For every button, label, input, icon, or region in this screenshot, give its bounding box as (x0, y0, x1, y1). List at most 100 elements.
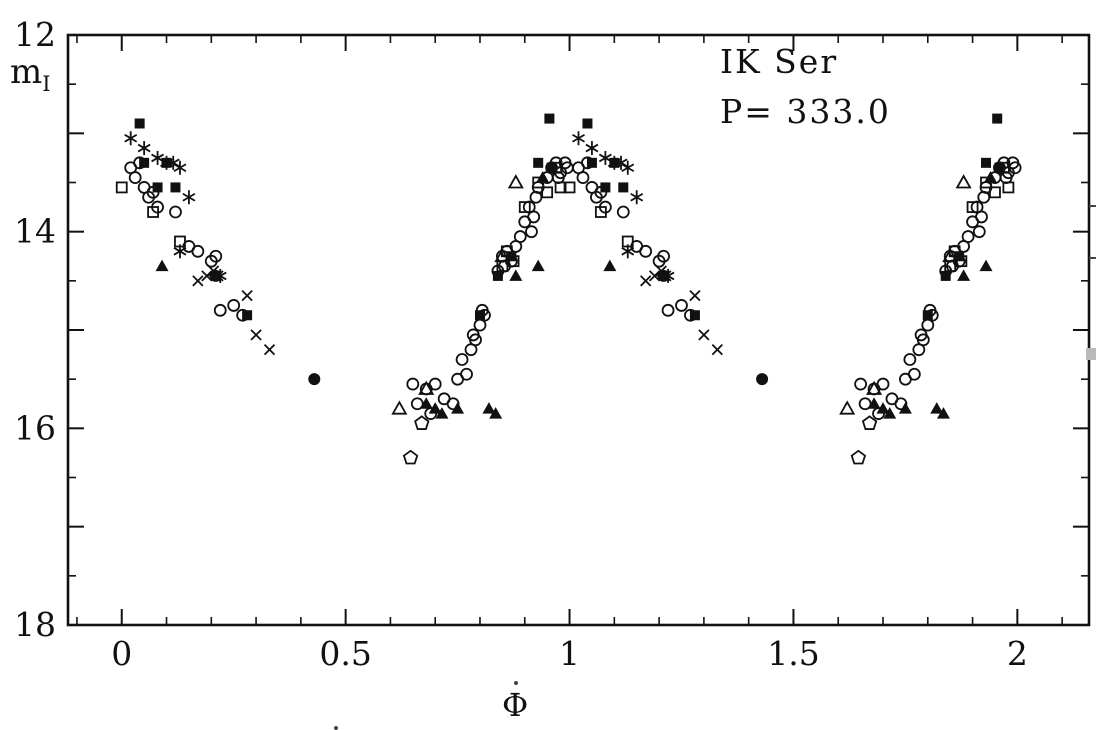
data-point-filled-square (940, 270, 951, 281)
data-point-open-triangle (391, 400, 408, 415)
data-point-filled-circle (756, 373, 769, 386)
data-point-open-circle (513, 230, 527, 243)
data-point-filled-triangle (876, 402, 890, 414)
data-point-open-circle (975, 210, 988, 224)
data-point-filled-square (474, 310, 485, 321)
x-axis-label: Φ (502, 686, 529, 724)
data-point-cross (192, 275, 204, 287)
data-point-filled-square (689, 310, 700, 321)
data-point-open-circle (639, 244, 653, 258)
scan-artifact-line (1089, 205, 1096, 207)
plot-border (66, 33, 1091, 627)
data-point-filled-triangle (983, 171, 997, 183)
data-point-open-circle (972, 225, 986, 239)
period-label: P= 333.0 (720, 92, 891, 131)
data-point-cross (698, 329, 710, 341)
y-tick-label: 16 (14, 408, 56, 447)
data-point-open-circle (854, 377, 868, 391)
data-point-filled-triangle (898, 402, 912, 414)
data-point-open-circle (961, 230, 975, 243)
data-point-cross (241, 289, 253, 302)
data-point-filled-square (618, 182, 629, 193)
data-point-cross (250, 329, 262, 341)
data-point-filled-triangle (930, 402, 944, 414)
data-point-open-square (550, 161, 563, 174)
data-point-filled-triangle (482, 402, 496, 414)
data-point-filled-triangle (957, 269, 971, 281)
data-point-open-circle (469, 333, 482, 347)
data-point-asterisk (166, 158, 180, 168)
data-point-open-pentagon (850, 449, 867, 465)
data-point-filled-square (600, 182, 611, 193)
data-point-filled-square (922, 310, 933, 321)
data-point-open-square (998, 161, 1010, 174)
x-tick-label: 1 (559, 634, 580, 673)
data-point-asterisk (182, 192, 196, 202)
data-point-open-square (594, 206, 607, 218)
data-point-open-circle (675, 299, 688, 312)
y-tick-label: 14 (14, 212, 56, 251)
scan-artifact-dot (514, 681, 518, 685)
data-point-cross (263, 344, 276, 356)
data-point-cross (201, 270, 213, 282)
data-point-asterisk (598, 153, 612, 163)
data-point-cross (640, 275, 652, 287)
data-point-filled-square (139, 157, 150, 168)
data-point-open-circle (903, 353, 917, 366)
data-point-open-circle (576, 171, 590, 184)
x-tick-label: 0.5 (319, 634, 371, 673)
data-point-open-circle (527, 210, 541, 224)
data-point-open-circle (227, 299, 241, 312)
data-point-open-triangle (494, 247, 511, 263)
data-point-asterisk (621, 163, 635, 173)
data-point-open-pentagon (402, 449, 419, 465)
data-point-filled-triangle (936, 407, 950, 419)
data-point-open-square (518, 201, 531, 213)
data-point-asterisk (151, 153, 165, 163)
data-point-open-circle (209, 249, 223, 263)
data-point-filled-triangle (489, 407, 503, 419)
data-point-open-square (147, 206, 159, 218)
data-point-open-square (563, 181, 576, 194)
data-point-open-circle (455, 353, 469, 366)
data-point-asterisk (173, 163, 187, 173)
data-point-asterisk (572, 133, 585, 143)
data-point-filled-square (544, 113, 555, 124)
data-point-filled-circle (209, 269, 222, 282)
data-point-open-circle (446, 397, 460, 411)
data-point-open-circle (460, 367, 473, 381)
data-point-filled-circle (657, 269, 670, 282)
data-point-asterisk (173, 247, 187, 256)
data-point-open-circle (191, 244, 205, 258)
data-point-open-circle (661, 303, 675, 317)
data-point-open-triangle (839, 400, 856, 415)
star-name-label: IK Ser (720, 42, 839, 81)
data-point-cross (711, 344, 723, 356)
scan-artifact-blotch (1086, 348, 1096, 360)
data-point-filled-triangle (979, 259, 993, 272)
data-point-filled-square (170, 182, 181, 193)
data-point-filled-triangle (536, 171, 550, 183)
data-point-open-circle (657, 249, 670, 263)
y-axis-label-sub: I (42, 71, 51, 96)
data-point-open-triangle (507, 174, 524, 189)
data-point-filled-square (134, 118, 145, 129)
data-point-open-circle (169, 205, 182, 219)
data-point-filled-square (152, 182, 163, 193)
data-point-filled-square (492, 270, 503, 281)
data-point-filled-triangle (883, 407, 897, 419)
data-point-asterisk (621, 247, 635, 256)
x-tick-label: 2 (1007, 634, 1028, 673)
data-point-filled-triangle (428, 402, 442, 414)
scan-artifact-line (1089, 257, 1096, 259)
data-point-filled-square (582, 118, 593, 129)
data-point-open-circle (916, 333, 930, 347)
data-point-open-circle (213, 303, 227, 317)
data-point-open-circle (525, 225, 538, 239)
data-point-asterisk (137, 143, 151, 153)
data-point-open-triangle (418, 380, 435, 395)
y-tick-label: 12 (14, 15, 56, 54)
data-point-filled-circle (308, 373, 321, 386)
data-point-open-circle (428, 377, 442, 391)
